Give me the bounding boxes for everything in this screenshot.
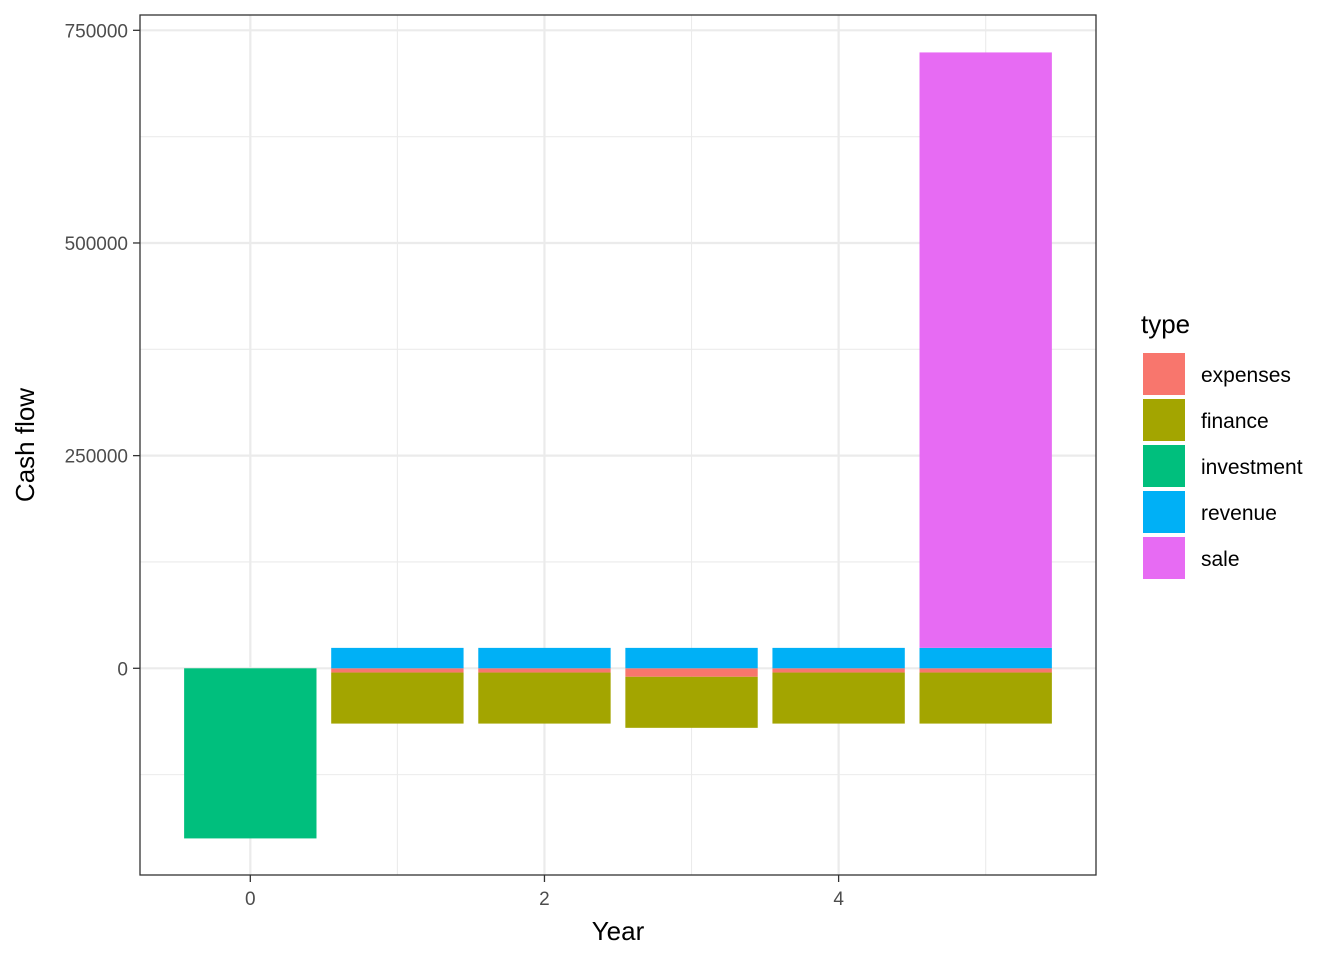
bar-segment-expenses	[625, 668, 758, 677]
bar-segment-finance	[625, 676, 758, 728]
y-tick-label: 500000	[65, 234, 128, 255]
legend-key-finance	[1143, 399, 1185, 441]
bar-segment-expenses	[331, 668, 464, 673]
bar-segment-finance	[331, 672, 464, 724]
bar-segment-revenue	[478, 647, 611, 669]
x-axis: 0 2 4	[245, 875, 844, 910]
bar-segment-sale	[919, 52, 1052, 648]
x-axis-title: Year	[592, 916, 645, 946]
bar-segment-investment	[184, 668, 317, 839]
plot-border	[139, 14, 1097, 876]
legend-key-investment	[1143, 445, 1185, 487]
legend-label-sale: sale	[1201, 548, 1240, 571]
legend-key-revenue	[1143, 491, 1185, 533]
bars	[184, 52, 1052, 839]
bar-segment-expenses	[919, 668, 1052, 673]
legend-key-sale	[1143, 537, 1185, 579]
legend-label-revenue: revenue	[1201, 502, 1277, 525]
legend-label-investment: investment	[1201, 456, 1303, 479]
bar-segment-finance	[919, 672, 1052, 724]
x-tick-label: 4	[833, 889, 844, 910]
legend-key-expenses	[1143, 353, 1185, 395]
bar-segment-revenue	[331, 647, 464, 669]
y-axis: 0 250000 500000 750000	[65, 21, 140, 680]
y-axis-title: Cash flow	[10, 388, 40, 502]
y-tick-label: 750000	[65, 21, 128, 42]
legend-label-finance: finance	[1201, 410, 1269, 433]
y-tick-label: 0	[117, 659, 128, 680]
legend: type expenses finance investment revenue sal…	[1141, 309, 1303, 579]
bar-segment-revenue	[772, 647, 905, 669]
bar-segment-expenses	[478, 668, 611, 673]
bar-segment-revenue	[919, 647, 1052, 669]
bar-segment-finance	[772, 672, 905, 724]
x-tick-label: 2	[539, 889, 550, 910]
legend-label-expenses: expenses	[1201, 364, 1291, 387]
bar-segment-revenue	[625, 647, 758, 669]
legend-title: type	[1141, 309, 1190, 339]
bar-segment-expenses	[772, 668, 905, 673]
y-tick-label: 250000	[65, 447, 128, 468]
bar-segment-finance	[478, 672, 611, 724]
x-tick-label: 0	[245, 889, 256, 910]
